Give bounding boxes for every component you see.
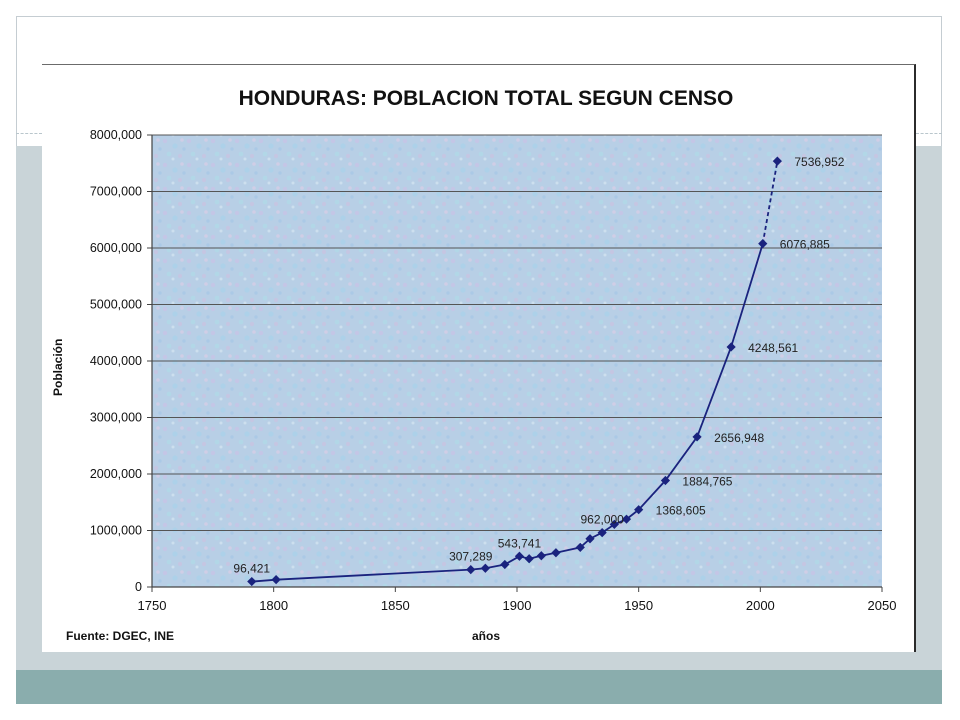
data-point-marker — [634, 505, 644, 515]
data-point-marker — [514, 551, 525, 561]
x-tick-label: 2050 — [868, 598, 897, 613]
x-axis-label: años — [472, 629, 500, 643]
y-tick-label: 4000,000 — [90, 354, 142, 368]
y-tick-label: 8000,000 — [90, 128, 142, 142]
data-labels: 96,421 307,289 543,741 962,000 1368,605 1884,… — [233, 155, 844, 575]
y-tick-label: 1000,000 — [90, 524, 142, 538]
data-point-marker — [575, 542, 585, 553]
data-point-marker — [726, 342, 736, 352]
data-point-marker — [585, 534, 595, 544]
data-point-marker — [551, 548, 561, 558]
y-tick-label: 3000,000 — [90, 411, 142, 425]
data-point-marker — [524, 554, 534, 564]
data-point-marker — [480, 563, 490, 573]
x-tick-label: 1750 — [138, 598, 167, 613]
x-tick-label: 1900 — [503, 598, 532, 613]
data-point-marker — [772, 156, 782, 166]
data-label: 543,741 — [498, 536, 542, 550]
data-point-marker — [621, 514, 632, 524]
data-point-marker — [692, 432, 702, 442]
data-label: 2656,948 — [714, 431, 764, 445]
data-label: 96,421 — [233, 562, 270, 576]
data-point-marker — [758, 239, 768, 249]
chart-title: HONDURAS: POBLACION TOTAL SEGUN CENSO — [239, 87, 734, 110]
x-tick-label: 1850 — [381, 598, 410, 613]
y-tick-label: 7000,000 — [90, 185, 142, 199]
y-tick-label: 0 — [135, 580, 142, 594]
y-tick-label: 2000,000 — [90, 467, 142, 481]
y-tick-label: 5000,000 — [90, 298, 142, 312]
grid-lines — [152, 134, 882, 531]
data-label: 6076,885 — [780, 238, 830, 252]
source-note: Fuente: DGEC, INE — [66, 629, 174, 643]
data-label: 7536,952 — [794, 155, 844, 169]
data-label: 1884,765 — [682, 475, 732, 489]
chart-panel: HONDURAS: POBLACION TOTAL SEGUN CENSO 0 1… — [42, 64, 916, 652]
slide-footer-band — [16, 670, 942, 704]
population-chart: HONDURAS: POBLACION TOTAL SEGUN CENSO 0 1… — [51, 87, 897, 643]
data-label: 962,000 — [580, 513, 624, 527]
data-point-marker — [466, 565, 476, 575]
data-label: 1368,605 — [656, 504, 706, 518]
data-label: 307,289 — [449, 550, 493, 564]
x-tick-label: 2000 — [746, 598, 775, 613]
data-point-marker — [247, 576, 257, 587]
axes: 0 1000,000 2000,000 3000,000 4000,000 5000,00… — [90, 128, 897, 613]
y-tick-label: 6000,000 — [90, 241, 142, 255]
data-point-marker — [536, 551, 546, 561]
data-point-marker — [500, 559, 510, 570]
data-point-marker — [597, 528, 607, 538]
data-point-marker — [660, 475, 671, 486]
data-point-marker — [609, 519, 619, 530]
slide-divider-right — [916, 133, 942, 134]
y-axis-label: Población — [51, 339, 65, 396]
x-tick-label: 1800 — [259, 598, 288, 613]
slide-divider-left — [16, 133, 42, 134]
data-label: 4248,561 — [748, 341, 798, 355]
x-tick-label: 1950 — [624, 598, 653, 613]
